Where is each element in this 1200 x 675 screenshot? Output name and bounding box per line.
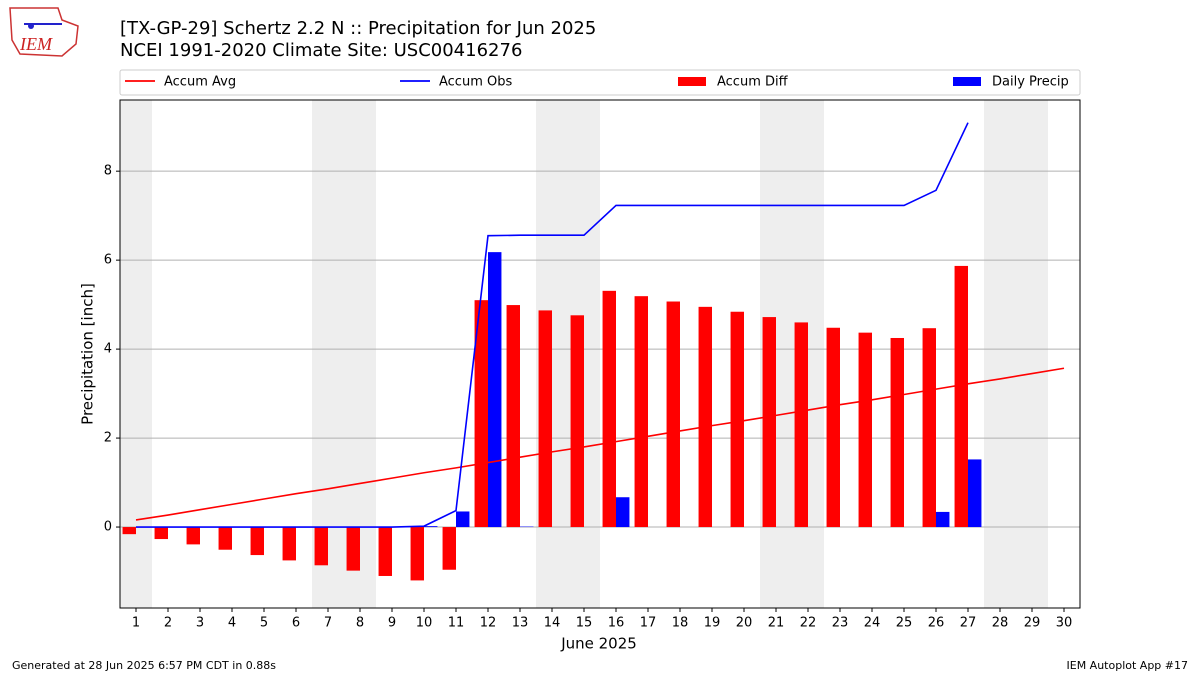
x-tick-label: 14 bbox=[544, 616, 561, 631]
weekend-shade bbox=[120, 100, 152, 608]
x-tick-label: 26 bbox=[928, 616, 945, 631]
bar bbox=[250, 527, 264, 556]
x-tick-label: 22 bbox=[800, 616, 817, 631]
y-tick-label: 2 bbox=[104, 431, 112, 446]
bar bbox=[154, 527, 168, 540]
bar bbox=[616, 497, 630, 528]
chart-subtitle: NCEI 1991-2020 Climate Site: USC00416276 bbox=[120, 40, 522, 61]
bar bbox=[762, 317, 776, 528]
y-tick-label: 4 bbox=[104, 342, 112, 357]
bar bbox=[730, 311, 744, 528]
y-tick-label: 0 bbox=[104, 520, 112, 535]
x-tick-label: 6 bbox=[292, 616, 300, 631]
bar bbox=[314, 527, 328, 566]
y-tick-label: 6 bbox=[104, 253, 112, 268]
bar bbox=[218, 527, 232, 550]
bar bbox=[936, 511, 950, 528]
footer-right: IEM Autoplot App #17 bbox=[1067, 659, 1189, 672]
bar bbox=[968, 459, 982, 528]
bar bbox=[634, 296, 648, 528]
legend-label: Daily Precip bbox=[992, 75, 1069, 90]
legend-label: Accum Avg bbox=[164, 75, 236, 90]
y-tick-label: 8 bbox=[104, 164, 112, 179]
x-tick-label: 24 bbox=[864, 616, 881, 631]
x-tick-label: 11 bbox=[448, 616, 465, 631]
x-tick-label: 9 bbox=[388, 616, 396, 631]
bar bbox=[488, 252, 502, 528]
chart-title: [TX-GP-29] Schertz 2.2 N :: Precipitatio… bbox=[120, 18, 596, 39]
x-tick-label: 19 bbox=[704, 616, 721, 631]
bar bbox=[858, 332, 872, 528]
bar bbox=[890, 337, 904, 528]
bar bbox=[794, 322, 808, 528]
bar bbox=[378, 527, 392, 576]
plot-frame bbox=[119, 99, 1081, 609]
x-tick-label: 8 bbox=[356, 616, 364, 631]
weekend-shade bbox=[1016, 100, 1048, 608]
x-axis-label: June 2025 bbox=[560, 635, 637, 653]
bar bbox=[506, 305, 520, 528]
x-tick-label: 13 bbox=[512, 616, 529, 631]
x-tick-label: 5 bbox=[260, 616, 268, 631]
legend-box bbox=[119, 69, 1081, 96]
weekend-shade bbox=[312, 100, 344, 608]
x-tick-label: 30 bbox=[1056, 616, 1073, 631]
x-tick-label: 28 bbox=[992, 616, 1009, 631]
x-tick-label: 29 bbox=[1024, 616, 1041, 631]
x-tick-label: 21 bbox=[768, 616, 785, 631]
logo-text: IEM bbox=[19, 34, 53, 54]
bar bbox=[346, 527, 360, 571]
legend-label: Accum Obs bbox=[439, 75, 512, 90]
bar bbox=[282, 527, 296, 561]
bar bbox=[122, 527, 136, 535]
weekend-shade bbox=[984, 100, 1016, 608]
bar bbox=[186, 527, 200, 545]
bar bbox=[602, 290, 616, 528]
footer-left: Generated at 28 Jun 2025 6:57 PM CDT in … bbox=[12, 659, 276, 672]
x-tick-label: 25 bbox=[896, 616, 913, 631]
line bbox=[135, 367, 1065, 521]
x-tick-label: 23 bbox=[832, 616, 849, 631]
x-tick-label: 27 bbox=[960, 616, 977, 631]
bar bbox=[698, 306, 712, 528]
x-tick-label: 4 bbox=[228, 616, 236, 631]
y-axis-label: Precipitation [inch] bbox=[79, 283, 97, 425]
legend-swatch bbox=[953, 77, 981, 86]
x-tick-label: 7 bbox=[324, 616, 332, 631]
x-tick-label: 18 bbox=[672, 616, 689, 631]
x-tick-label: 2 bbox=[164, 616, 172, 631]
legend-swatch bbox=[678, 77, 706, 86]
x-tick-label: 3 bbox=[196, 616, 204, 631]
bar bbox=[570, 315, 584, 528]
bar bbox=[410, 527, 424, 581]
bar bbox=[456, 511, 470, 528]
bar bbox=[954, 265, 968, 528]
bar bbox=[424, 526, 438, 528]
x-tick-label: 10 bbox=[416, 616, 433, 631]
bar bbox=[922, 328, 936, 528]
line bbox=[136, 122, 969, 528]
bar bbox=[666, 301, 680, 528]
legend-label: Accum Diff bbox=[717, 75, 789, 90]
weekend-shade bbox=[344, 100, 376, 608]
x-tick-label: 1 bbox=[132, 616, 140, 631]
x-tick-label: 17 bbox=[640, 616, 657, 631]
bar bbox=[538, 310, 552, 528]
x-tick-label: 20 bbox=[736, 616, 753, 631]
bar bbox=[442, 527, 456, 570]
bar bbox=[826, 327, 840, 528]
bar bbox=[474, 300, 488, 528]
x-tick-label: 12 bbox=[480, 616, 497, 631]
logo: IEM bbox=[9, 7, 79, 57]
x-tick-label: 16 bbox=[608, 616, 625, 631]
x-tick-label: 15 bbox=[576, 616, 593, 631]
